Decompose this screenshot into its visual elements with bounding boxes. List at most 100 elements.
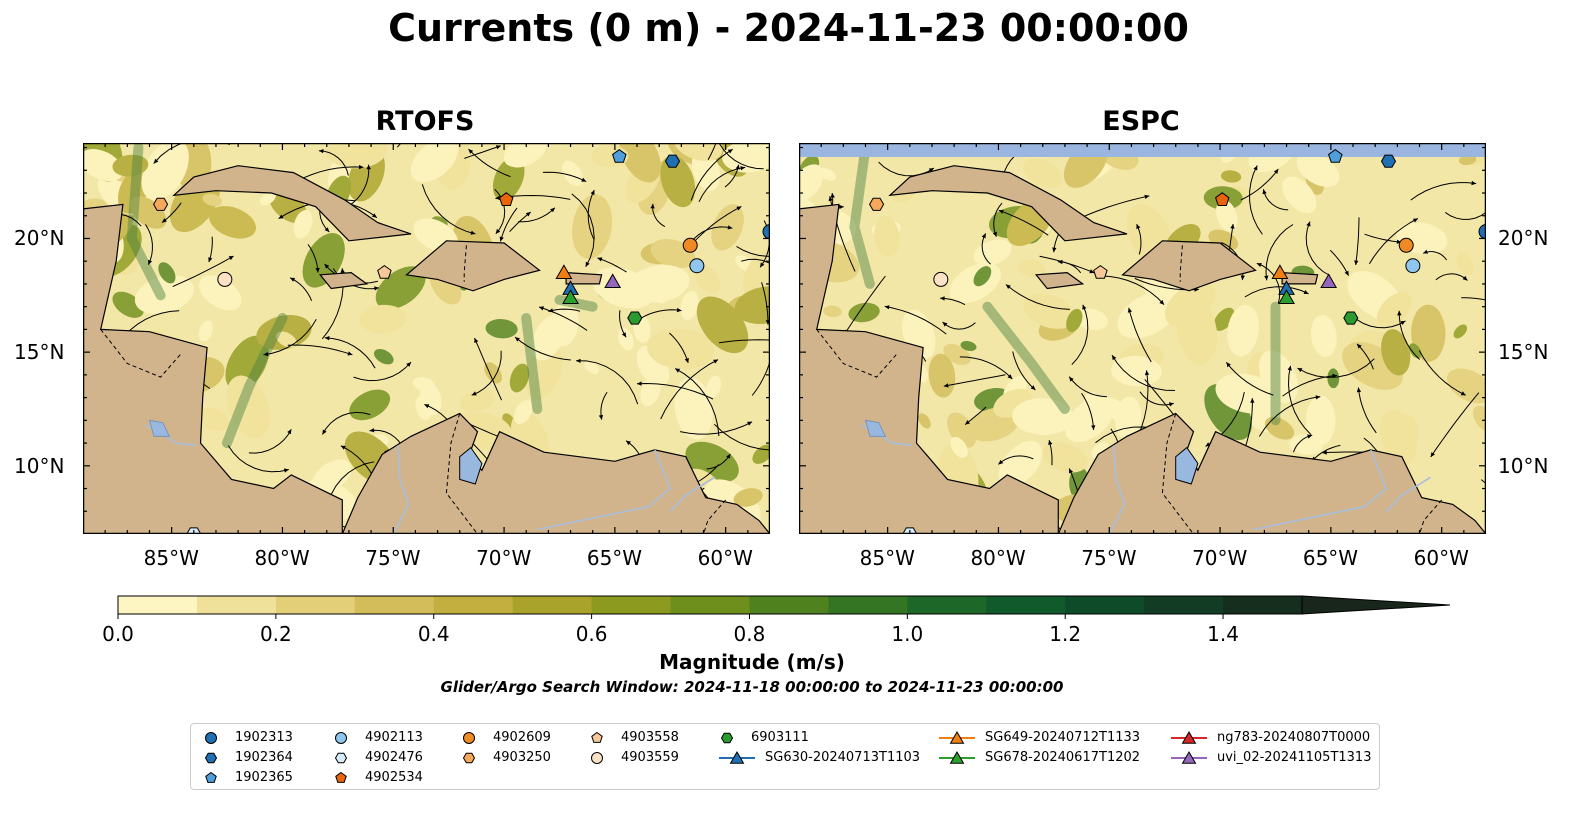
- streamline-arrow: [1091, 425, 1096, 430]
- streamline-arrow: [676, 307, 682, 313]
- streamline-arrow: [684, 358, 689, 363]
- streamline-arrow: [324, 227, 330, 232]
- marker-sg678-20240617t1202: [562, 289, 579, 304]
- streamline: [698, 166, 746, 203]
- legend-label: 6903111: [751, 730, 809, 745]
- magnitude-patch: [359, 304, 407, 334]
- lon-tick-label: 80°W: [254, 546, 310, 570]
- streamline: [1445, 211, 1486, 220]
- magnitude-patch: [998, 440, 1043, 487]
- lat-tick-label-left: 15°N: [14, 340, 65, 365]
- streamline-arrow: [406, 362, 411, 367]
- colorbar-segment: [749, 596, 829, 614]
- streamline: [421, 184, 476, 235]
- streamline: [843, 275, 886, 335]
- streamline-arrow: [1082, 304, 1087, 310]
- magnitude-patch: [485, 319, 518, 339]
- marker-4902609: [1398, 237, 1414, 253]
- streamline-arrow: [1230, 224, 1235, 229]
- legend-symbol: [720, 732, 734, 744]
- magnitude-patch: [1176, 298, 1218, 365]
- streamline: [1111, 354, 1176, 391]
- streamline-arrow: [468, 149, 474, 154]
- streamline: [172, 255, 234, 288]
- espc-map[interactable]: [799, 143, 1486, 534]
- marker-4903250: [153, 197, 169, 211]
- lon-tick-label: 65°W: [1302, 546, 1359, 570]
- streamline: [471, 350, 502, 396]
- magnitude-patch: [373, 348, 394, 365]
- landmass-jamaica: [1034, 271, 1085, 290]
- marker-4902534: [1215, 192, 1230, 206]
- magnitude-patch: [158, 262, 176, 284]
- magnitude-patch: [1215, 199, 1238, 232]
- lon-tick-label: 85°W: [143, 546, 199, 570]
- streamline-arrow: [965, 420, 970, 425]
- legend-label: 4902113: [365, 730, 423, 745]
- current-jet: [126, 143, 166, 301]
- rtofs-map[interactable]: [83, 143, 770, 534]
- colorbar-tick-label: 0.2: [259, 622, 292, 646]
- streamline-arrow: [1357, 343, 1362, 349]
- streamline-arrow: [495, 145, 501, 150]
- streamline: [1240, 168, 1279, 201]
- current-jet: [521, 313, 543, 414]
- legend-label: SG649-20240712T1133: [985, 730, 1141, 745]
- colorbar-segment: [1223, 596, 1303, 614]
- magnitude-patch: [1472, 405, 1486, 433]
- panel-title-rtofs: RTOFS: [375, 106, 475, 137]
- streamline: [689, 226, 733, 244]
- streamline: [718, 339, 770, 344]
- streamline-arrow: [318, 149, 324, 154]
- current-jet: [982, 301, 1070, 414]
- magnitude-patch: [918, 413, 931, 429]
- streamline: [636, 382, 714, 400]
- lon-tick-label: 75°W: [365, 546, 421, 570]
- streamline: [145, 224, 153, 265]
- streamline-arrow: [1264, 275, 1269, 281]
- colorbar-segment: [1065, 596, 1145, 614]
- streamline-arrow: [839, 204, 844, 210]
- streamline-arrow: [828, 196, 833, 202]
- marker-4903558: [377, 264, 392, 279]
- streamline-arrow: [1262, 189, 1267, 195]
- streamline: [1418, 350, 1466, 396]
- streamline-arrow: [1007, 374, 1013, 379]
- streamline-arrow: [713, 359, 719, 364]
- magnitude-patch: [618, 327, 634, 351]
- lon-tick-label: 70°W: [476, 546, 532, 570]
- streamline: [1430, 392, 1480, 458]
- land: [799, 143, 1486, 534]
- river: [1108, 445, 1126, 534]
- marker-6903111: [1343, 311, 1359, 325]
- streamline: [1128, 307, 1152, 363]
- landmass-cuba: [172, 165, 412, 242]
- magnitude-patch: [275, 331, 297, 348]
- magnitude-patch: [1411, 304, 1446, 362]
- streamline-arrow: [675, 368, 681, 373]
- observation-markers: [869, 148, 1486, 534]
- streamline-arrow: [1168, 402, 1174, 407]
- streamline: [1297, 358, 1375, 378]
- lake-nicaragua: [864, 419, 887, 437]
- landmass-puertorico: [565, 271, 603, 285]
- colorbar-segment: [275, 596, 356, 614]
- legend-marker-icon: [939, 751, 975, 764]
- figure-title: Currents (0 m) - 2024-11-23 00:00:00: [388, 6, 1189, 50]
- streamline-arrow: [1057, 259, 1063, 265]
- legend-marker-icon: [1171, 751, 1207, 764]
- colorbar-segment: [670, 596, 750, 614]
- streamline: [1305, 221, 1331, 276]
- marker-1902365: [612, 148, 627, 163]
- streamline: [687, 205, 742, 249]
- streamline-arrow: [324, 336, 330, 341]
- river: [1253, 449, 1388, 531]
- magnitude-patch: [722, 143, 770, 173]
- marker-4903250: [869, 197, 885, 211]
- streamline: [761, 282, 769, 325]
- streamline-arrow: [515, 337, 520, 342]
- magnitude-patch: [1282, 176, 1317, 214]
- lat-tick-label-left: 20°N: [14, 226, 65, 251]
- streamline: [1435, 273, 1468, 281]
- streamline-arrow: [324, 263, 330, 269]
